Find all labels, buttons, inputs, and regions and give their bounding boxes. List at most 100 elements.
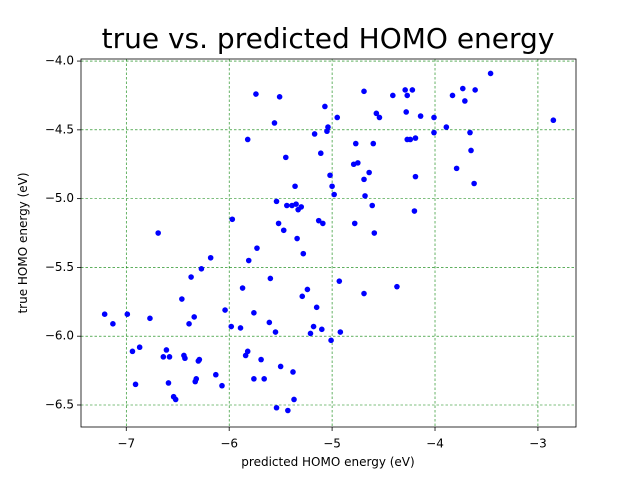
point xyxy=(369,202,376,209)
point xyxy=(155,230,161,236)
point xyxy=(147,315,153,322)
point xyxy=(304,286,311,293)
point xyxy=(373,110,380,117)
y-tick-label: −4.5 xyxy=(45,122,74,136)
point xyxy=(336,278,343,284)
point xyxy=(370,140,377,147)
point xyxy=(407,136,414,143)
x-axis-label: predicted HOMO energy (eV) xyxy=(241,455,414,469)
x-tick-label: −6 xyxy=(220,437,238,451)
point xyxy=(219,382,225,389)
point xyxy=(315,217,322,224)
point xyxy=(390,92,396,99)
point xyxy=(417,113,424,119)
point xyxy=(411,208,418,214)
point xyxy=(254,245,260,251)
point xyxy=(266,319,273,326)
point xyxy=(124,311,131,317)
point xyxy=(487,70,494,77)
point xyxy=(337,329,344,335)
point xyxy=(182,355,188,362)
point xyxy=(453,165,460,172)
point xyxy=(129,348,136,355)
point xyxy=(261,376,267,382)
point xyxy=(239,285,246,291)
point xyxy=(329,183,335,190)
point xyxy=(110,321,116,327)
point xyxy=(179,296,185,302)
point xyxy=(213,371,219,378)
point xyxy=(298,204,305,210)
point xyxy=(293,201,299,207)
point xyxy=(394,283,400,290)
point xyxy=(277,363,284,370)
x-tick-label: −7 xyxy=(117,437,135,451)
point xyxy=(361,290,367,297)
point xyxy=(320,220,326,227)
point xyxy=(244,348,251,355)
point xyxy=(229,216,236,223)
point xyxy=(431,129,437,136)
point xyxy=(276,94,283,100)
point xyxy=(362,193,368,199)
point xyxy=(280,227,287,234)
point xyxy=(237,325,244,331)
point xyxy=(355,160,361,166)
point xyxy=(273,198,280,205)
y-tick-label: −5.0 xyxy=(45,191,74,205)
point xyxy=(472,87,478,93)
point xyxy=(371,230,378,236)
point xyxy=(310,323,317,330)
point xyxy=(431,114,437,121)
point xyxy=(409,87,416,93)
point xyxy=(443,124,450,130)
point xyxy=(468,147,474,154)
point xyxy=(188,274,194,280)
point xyxy=(325,124,331,130)
point xyxy=(471,180,477,187)
point xyxy=(253,91,259,97)
point xyxy=(412,173,419,180)
point xyxy=(331,191,337,198)
point xyxy=(550,117,557,124)
point xyxy=(258,356,264,363)
point xyxy=(300,250,307,257)
point xyxy=(207,254,214,261)
point xyxy=(366,169,372,176)
point xyxy=(160,354,167,360)
point xyxy=(242,352,249,359)
point xyxy=(285,407,291,414)
point xyxy=(271,120,278,126)
point xyxy=(244,136,251,143)
y-axis-label: true HOMO energy (eV) xyxy=(16,172,30,313)
point xyxy=(191,314,198,320)
point xyxy=(361,176,367,183)
point xyxy=(101,311,108,317)
point xyxy=(352,140,359,147)
point xyxy=(251,376,257,382)
y-tick-label: −4.0 xyxy=(45,54,74,68)
point xyxy=(403,109,409,115)
point xyxy=(294,235,300,242)
x-tick-label: −5 xyxy=(323,437,341,451)
point xyxy=(196,356,203,363)
point xyxy=(165,380,172,386)
point xyxy=(459,85,466,92)
point xyxy=(163,347,170,353)
point xyxy=(322,103,328,110)
y-tick-label: −5.5 xyxy=(45,260,74,274)
point xyxy=(273,404,280,411)
point xyxy=(313,304,320,311)
point xyxy=(222,307,228,313)
plot-frame xyxy=(80,58,577,428)
point xyxy=(292,183,298,190)
point xyxy=(361,88,367,95)
point xyxy=(166,354,173,360)
point xyxy=(307,330,314,337)
point xyxy=(251,310,257,316)
y-tick-label: −6.0 xyxy=(45,329,74,343)
point xyxy=(317,150,324,157)
point xyxy=(136,344,143,351)
